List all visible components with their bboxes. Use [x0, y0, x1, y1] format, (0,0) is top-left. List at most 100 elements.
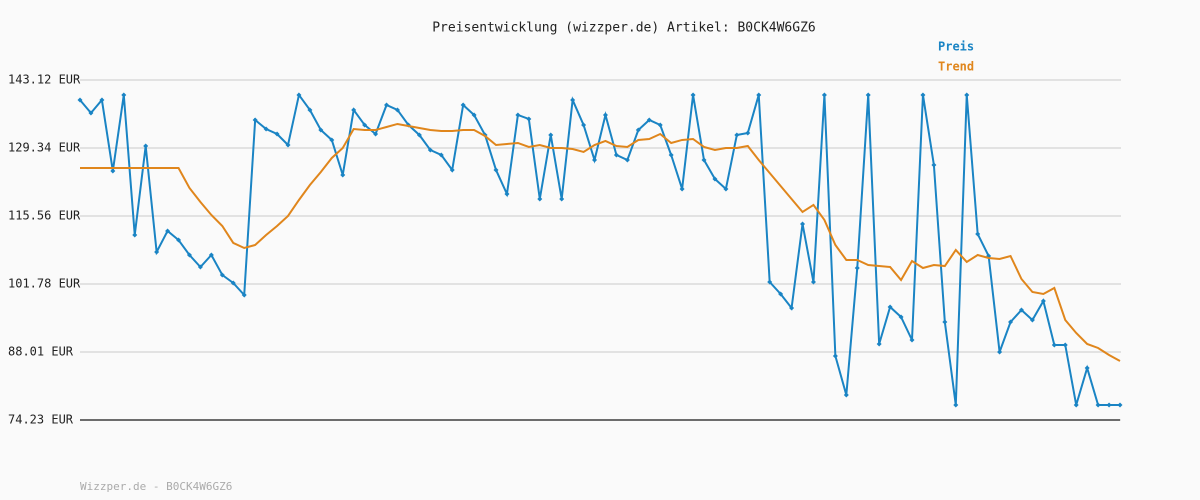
- point-marker: [176, 237, 182, 243]
- series-line: [80, 122, 1121, 362]
- point-marker: [821, 92, 827, 98]
- point-marker: [931, 162, 937, 168]
- point-marker: [548, 132, 554, 138]
- point-marker: [143, 143, 149, 149]
- point-marker: [99, 97, 105, 103]
- y-tick-label: 143.12 EUR: [8, 73, 81, 87]
- point-marker: [887, 304, 893, 310]
- y-tick-label: 129.34 EUR: [8, 141, 81, 155]
- point-marker: [876, 341, 882, 347]
- point-marker: [942, 319, 948, 325]
- point-marker: [1095, 402, 1101, 408]
- point-marker: [635, 127, 641, 133]
- point-marker: [384, 102, 390, 108]
- point-marker: [756, 92, 762, 98]
- point-marker: [953, 402, 959, 408]
- point-marker: [712, 176, 718, 182]
- point-marker: [668, 152, 674, 158]
- point-marker: [154, 249, 160, 255]
- point-marker: [1117, 402, 1123, 408]
- point-marker: [657, 122, 663, 128]
- point-marker: [1051, 342, 1057, 348]
- point-marker: [77, 97, 83, 103]
- point-marker: [1040, 298, 1046, 304]
- point-marker: [1008, 319, 1014, 325]
- point-marker: [515, 112, 521, 118]
- point-marker: [274, 131, 280, 137]
- point-marker: [570, 97, 576, 103]
- point-marker: [1062, 342, 1068, 348]
- point-marker: [975, 231, 981, 237]
- point-marker: [504, 191, 510, 197]
- point-marker: [909, 337, 915, 343]
- y-tick-label: 88.01 EUR: [8, 344, 74, 358]
- point-marker: [197, 264, 203, 270]
- point-marker: [920, 92, 926, 98]
- point-marker: [252, 117, 258, 123]
- y-tick-label: 101.78 EUR: [8, 277, 81, 291]
- point-marker: [1029, 317, 1035, 323]
- point-marker: [843, 392, 849, 398]
- point-marker: [1084, 365, 1090, 371]
- point-marker: [241, 292, 247, 298]
- point-marker: [1018, 307, 1024, 313]
- point-marker: [263, 126, 269, 132]
- point-marker: [493, 167, 499, 173]
- point-marker: [526, 116, 532, 122]
- point-marker: [854, 265, 860, 271]
- point-marker: [362, 122, 368, 128]
- point-marker: [340, 172, 346, 178]
- y-tick-label: 115.56 EUR: [8, 209, 81, 223]
- point-marker: [186, 252, 192, 258]
- point-marker: [416, 132, 422, 138]
- point-marker: [624, 157, 630, 163]
- point-marker: [592, 157, 598, 163]
- point-marker: [537, 196, 543, 202]
- point-marker: [723, 186, 729, 192]
- series-line: [79, 92, 1120, 406]
- point-marker: [230, 280, 236, 286]
- point-marker: [745, 130, 751, 136]
- point-marker: [88, 110, 94, 116]
- point-marker: [865, 92, 871, 98]
- point-marker: [427, 147, 433, 153]
- point-marker: [373, 131, 379, 137]
- point-marker: [800, 221, 806, 227]
- point-marker: [559, 196, 565, 202]
- point-marker: [285, 142, 291, 148]
- y-tick-label: 74.23 EUR: [8, 413, 74, 427]
- point-marker: [296, 92, 302, 98]
- point-marker: [208, 252, 214, 258]
- point-marker: [734, 132, 740, 138]
- point-marker: [449, 167, 455, 173]
- point-marker: [1073, 402, 1079, 408]
- point-marker: [1106, 402, 1112, 408]
- point-marker: [613, 152, 619, 158]
- point-marker: [997, 349, 1003, 355]
- point-marker: [329, 137, 335, 143]
- point-marker: [810, 279, 816, 285]
- point-marker: [690, 92, 696, 98]
- point-marker: [351, 107, 357, 113]
- point-marker: [438, 152, 444, 158]
- point-marker: [701, 157, 707, 163]
- point-marker: [832, 353, 838, 359]
- point-marker: [778, 291, 784, 297]
- point-marker: [471, 112, 477, 118]
- point-marker: [581, 122, 587, 128]
- point-marker: [646, 117, 652, 123]
- point-marker: [679, 186, 685, 192]
- point-marker: [767, 279, 773, 285]
- point-marker: [121, 92, 127, 98]
- point-marker: [394, 107, 400, 113]
- point-marker: [964, 92, 970, 98]
- point-marker: [165, 228, 171, 234]
- footer: Wizzper.de - B0CK4W6GZ6: [80, 480, 232, 493]
- point-marker: [789, 305, 795, 311]
- point-marker: [307, 107, 313, 113]
- legend-entry: Preis: [938, 40, 974, 54]
- point-marker: [318, 127, 324, 133]
- point-marker: [898, 314, 904, 320]
